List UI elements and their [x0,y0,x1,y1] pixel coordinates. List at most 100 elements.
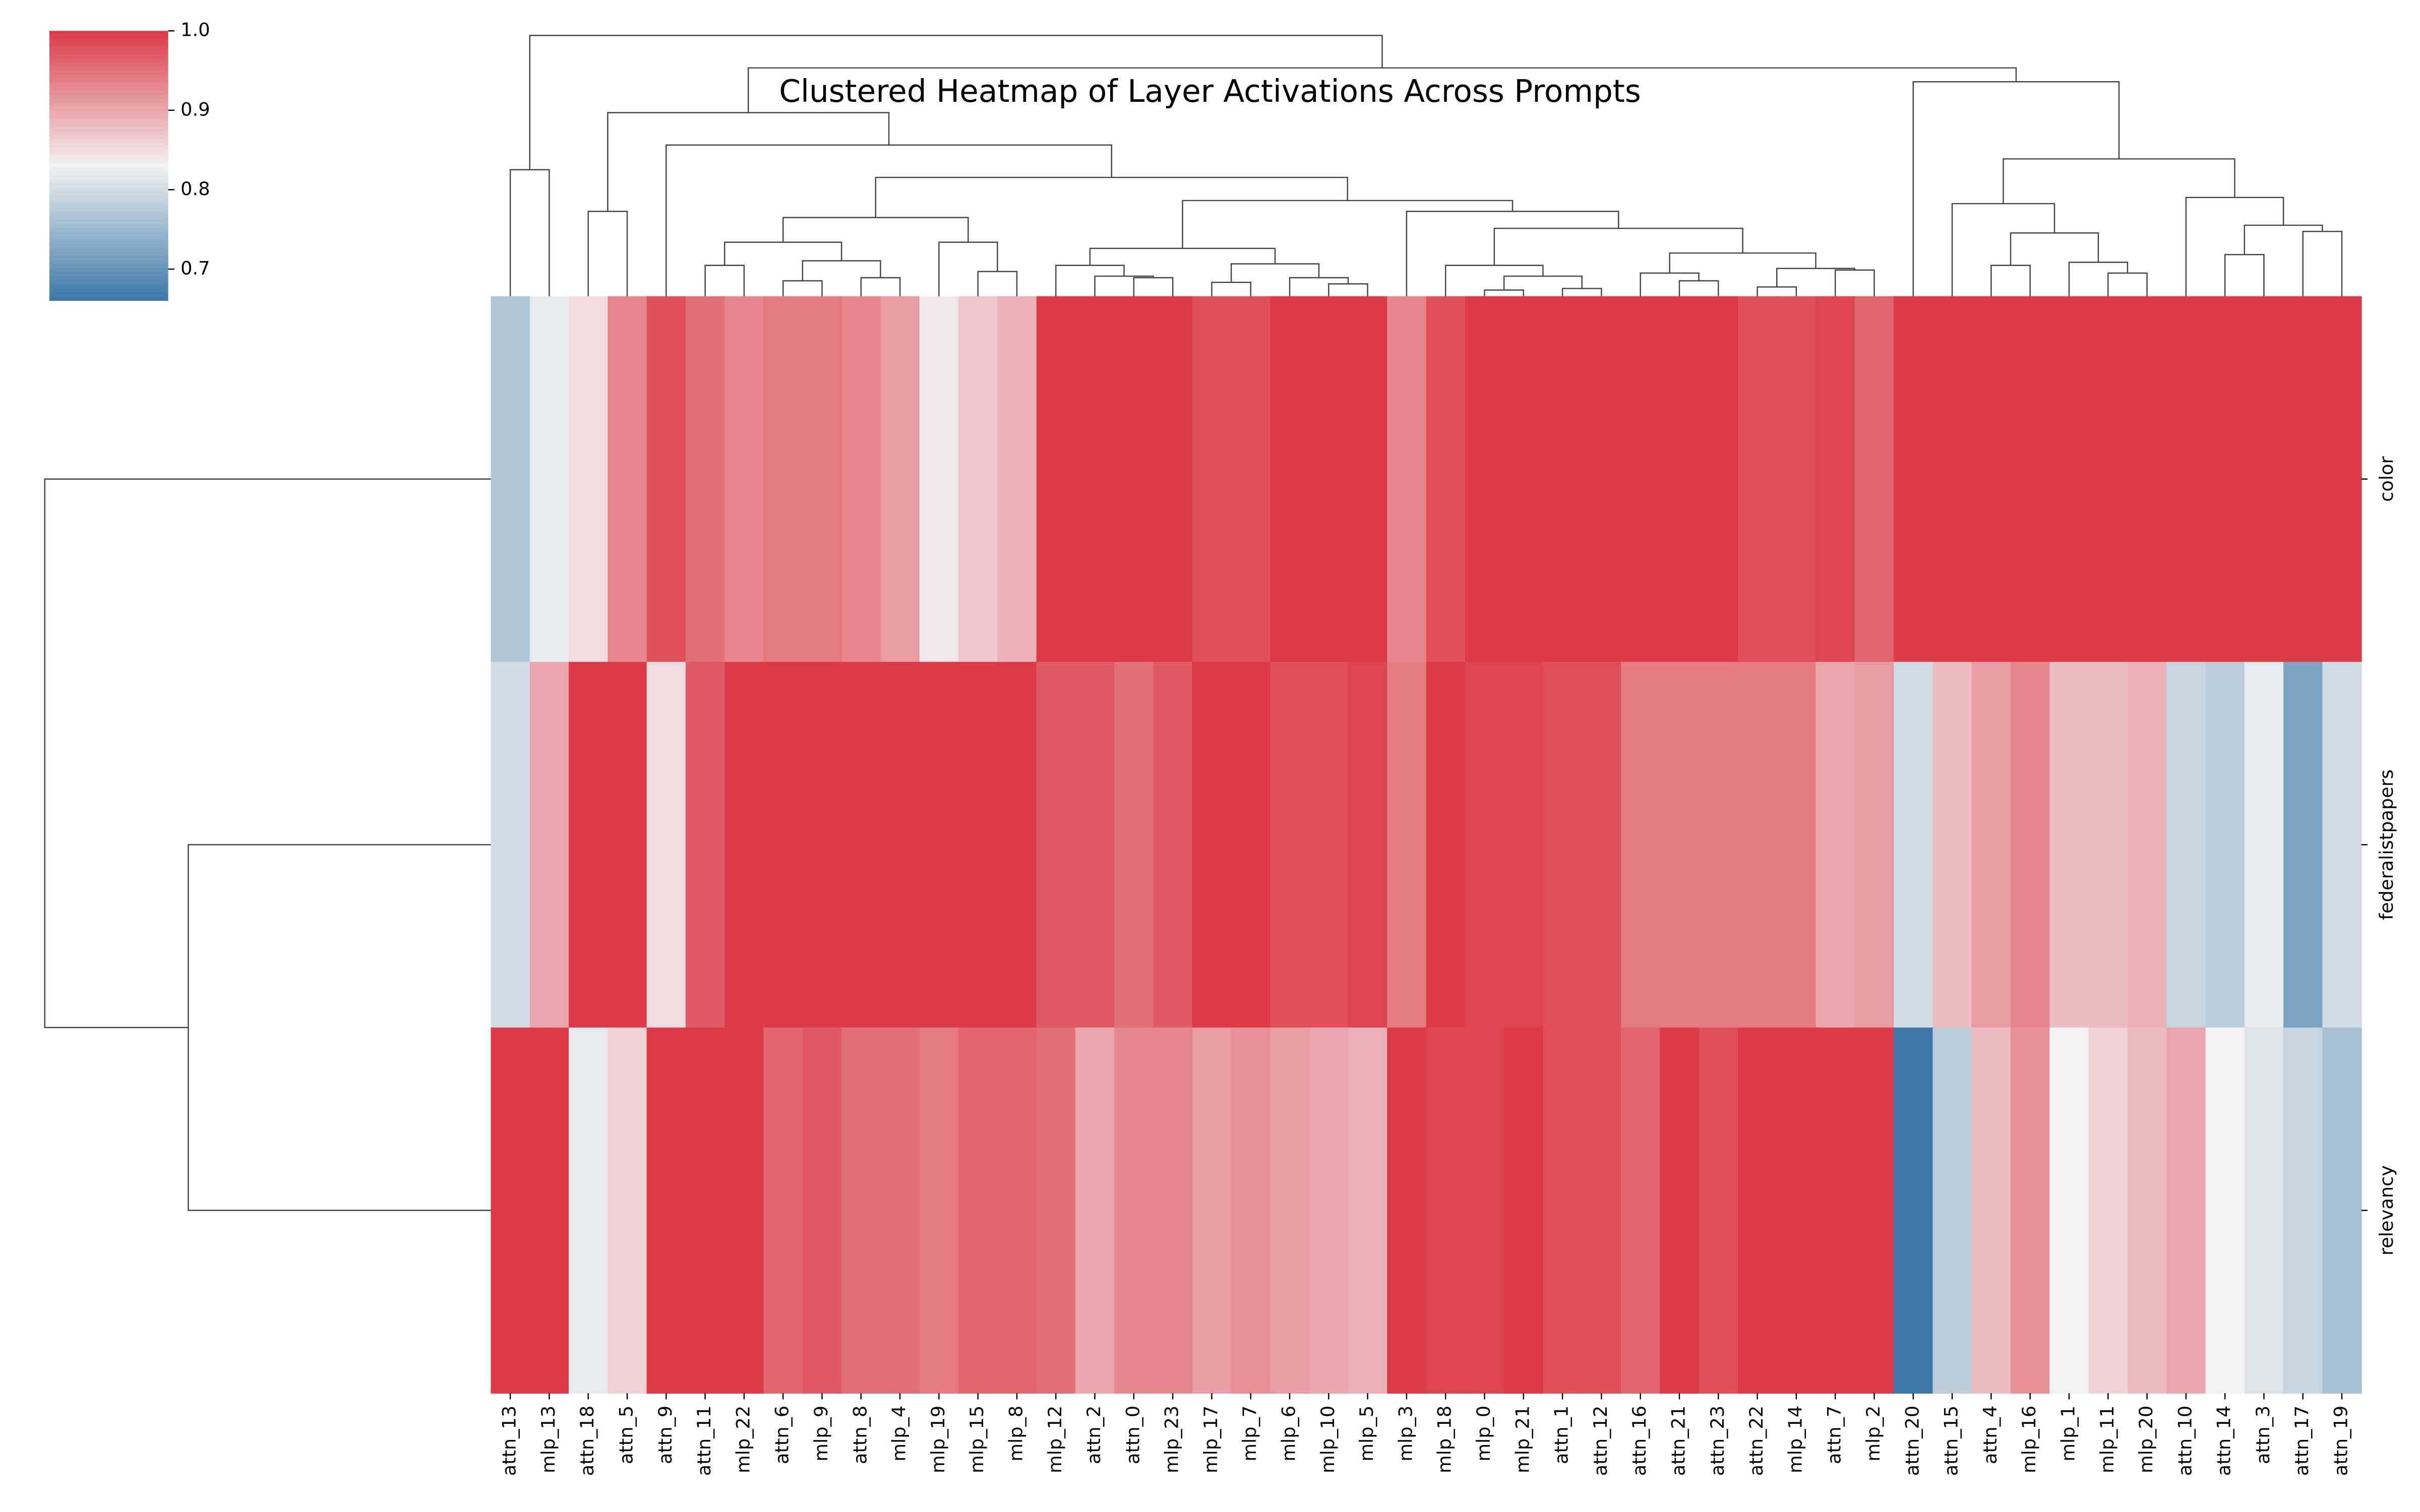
heatmap-cell [2205,296,2245,663]
heatmap-cell [1543,296,1583,663]
heatmap-cell [1504,296,1544,663]
heatmap-cell [1504,662,1544,1028]
heatmap-cell [1270,296,1310,663]
heatmap-cell [919,662,959,1028]
heatmap-cell [1932,1027,1972,1394]
heatmap-cell [2283,1027,2323,1394]
x-tick-label: mlp_3 [1395,1406,1416,1462]
heatmap-cell [880,662,920,1028]
heatmap-cell [1854,296,1895,663]
heatmap-cell [1153,1027,1193,1394]
x-tick-label: mlp_2 [1862,1406,1884,1462]
heatmap-cell [1465,662,1505,1028]
colorbar [49,31,168,301]
heatmap-cell [2322,1027,2362,1394]
x-tick-label: attn_7 [1824,1406,1845,1464]
heatmap-cell [2322,662,2362,1028]
heatmap-cell [958,296,998,663]
heatmap-cell [880,1027,920,1394]
heatmap-cell [2049,296,2089,663]
x-tick-label: attn_0 [1122,1406,1143,1464]
heatmap-cell [958,662,998,1028]
heatmap-cell [1699,662,1738,1028]
heatmap-cell [685,296,725,663]
heatmap-cell [608,1027,647,1394]
heatmap-cell [685,1027,725,1394]
heatmap-cell [2088,1027,2128,1394]
heatmap-cell [1894,296,1933,663]
colorbar-tick-label: 0.7 [180,257,210,279]
x-tick-label: attn_8 [849,1406,871,1464]
heatmap-cell [958,1027,998,1394]
x-tick-label: mlp_14 [1784,1406,1806,1473]
x-tick-label: mlp_9 [810,1406,832,1462]
heatmap-cell [880,296,920,663]
heatmap-cell [2166,662,2206,1028]
heatmap-cell [2205,1027,2245,1394]
heatmap-cell [1737,662,1778,1028]
x-tick-label: mlp_22 [732,1406,754,1473]
heatmap-cell [1465,1027,1505,1394]
heatmap-cell [2205,662,2245,1028]
heatmap-cell [1192,1027,1232,1394]
heatmap-cell [1348,296,1388,663]
heatmap-cell [1153,296,1193,663]
x-tick-label: mlp_7 [1239,1406,1260,1462]
heatmap-cell [569,662,609,1028]
heatmap-cell [1971,296,2011,663]
heatmap-cell [841,662,881,1028]
x-tick-label: mlp_10 [1317,1406,1339,1473]
x-tick-label: attn_22 [1745,1406,1767,1476]
x-tick-label: mlp_17 [1200,1406,1222,1473]
x-tick-label: mlp_20 [2135,1406,2157,1473]
heatmap-cell [1894,662,1933,1028]
heatmap-cell [1504,1027,1544,1394]
heatmap-cell [2322,296,2362,663]
heatmap-cell [2166,296,2206,663]
y-tick-label: federalistpapers [2376,770,2397,920]
x-tick-label: mlp_1 [2057,1406,2079,1462]
heatmap-cell [569,296,609,663]
heatmap-cell [529,296,569,663]
y-tick-label: color [2376,456,2397,501]
x-tick-label: attn_10 [2174,1406,2196,1476]
heatmap-cell [802,296,842,663]
heatmap-cell [569,1027,609,1394]
heatmap-cell [1816,296,1855,663]
heatmap-cell [2244,296,2284,663]
heatmap-cell [724,296,764,663]
heatmap-cell [919,296,959,663]
row-dendrogram [44,478,491,1211]
x-tick-label: attn_17 [2291,1406,2313,1476]
heatmap-cell [2127,1027,2167,1394]
heatmap-cell [1231,296,1271,663]
heatmap-cell [724,662,764,1028]
heatmap-cell [1114,296,1154,663]
y-tick-label: relevancy [2376,1165,2397,1255]
heatmap-cell [802,1027,842,1394]
x-tick-label: mlp_4 [888,1406,910,1462]
x-tick-label: attn_5 [616,1406,637,1464]
heatmap-cell [1426,662,1466,1028]
x-tick-label: attn_12 [1590,1406,1611,1476]
heatmap-cell [1426,1027,1466,1394]
heatmap-cell [1075,662,1115,1028]
heatmap-cell [802,662,842,1028]
heatmap-cell [1348,1027,1388,1394]
heatmap-cell [1270,662,1310,1028]
heatmap-cell [2049,662,2089,1028]
heatmap-cell [685,662,725,1028]
x-tick-label: mlp_11 [2096,1406,2118,1473]
heatmap-cell [646,662,686,1028]
heatmap-cell [2244,662,2284,1028]
heatmap-cell [1894,1027,1933,1394]
colorbar-tick-label: 0.9 [180,98,210,120]
heatmap-cell [646,1027,686,1394]
x-tick-label: attn_18 [576,1406,598,1476]
heatmap-cell [2011,1027,2050,1394]
heatmap-cell [763,662,803,1028]
heatmap-cell [1582,1027,1621,1394]
heatmap-cell [1777,296,1817,663]
heatmap-cell [1036,1027,1076,1394]
